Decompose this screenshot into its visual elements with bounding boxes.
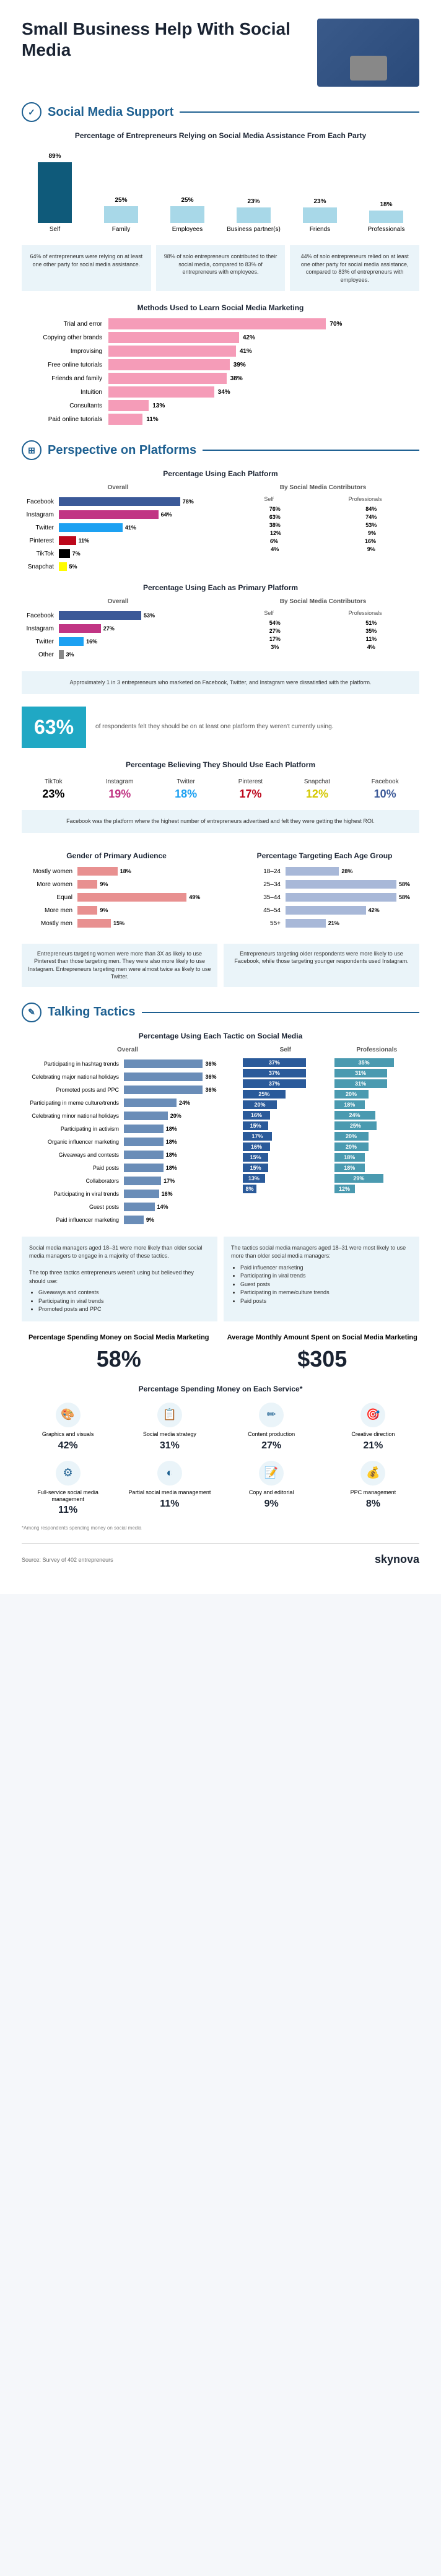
- hbar-row: Copying other brands 42%: [22, 332, 419, 343]
- service-item: 💰PPC management8%: [327, 1461, 419, 1516]
- hbar-row: Paid online tutorials 11%: [22, 414, 419, 425]
- info-box: 44% of solo entrepreneurs relied on at l…: [290, 245, 419, 291]
- service-item: ✏Content production27%: [225, 1403, 318, 1451]
- section-platforms: ⊞ Perspective on Platforms: [22, 440, 419, 460]
- pct-item: Facebook10%: [372, 778, 399, 801]
- service-item: 📋Social media strategy31%: [123, 1403, 216, 1451]
- avg-spend: Average Monthly Amount Spent on Social M…: [225, 1334, 420, 1372]
- check-icon: ✓: [22, 102, 41, 122]
- grid-icon: ⊞: [22, 440, 41, 460]
- vbar-col: 23% Business partner(s): [220, 198, 287, 233]
- service-item: ◐Partial social media management11%: [123, 1461, 216, 1516]
- vbar-chart: 89% Self 25% Family 25% Employees 23% Bu…: [22, 146, 419, 233]
- hbar-row: Improvising 41%: [22, 346, 419, 357]
- pct-item: Pinterest17%: [238, 778, 263, 801]
- pct-item: Instagram19%: [106, 778, 133, 801]
- hbar-row: Consultants 13%: [22, 400, 419, 411]
- pct-item: Twitter18%: [175, 778, 197, 801]
- service-item: 🎯Creative direction21%: [327, 1403, 419, 1451]
- section-tactics: ✎ Talking Tactics: [22, 1003, 419, 1022]
- vbar-col: 89% Self: [22, 153, 88, 233]
- service-item: 📝Copy and editorial9%: [225, 1461, 318, 1516]
- service-item: 🎨Graphics and visuals42%: [22, 1403, 114, 1451]
- footer-logo: skynova: [375, 1553, 419, 1566]
- vbar-col: 18% Professionals: [353, 201, 419, 233]
- service-item: ⚙Full-service social media management11%: [22, 1461, 114, 1516]
- big-pct: 63%: [22, 707, 86, 748]
- hbar-row: Intuition 34%: [22, 386, 419, 398]
- chart1-title: Percentage of Entrepreneurs Relying on S…: [22, 131, 419, 140]
- pct-item: TikTok23%: [42, 778, 64, 801]
- callout: Approximately 1 in 3 entrepreneurs who m…: [22, 671, 419, 694]
- pct-item: Snapchat12%: [304, 778, 330, 801]
- chart2-title: Methods Used to Learn Social Media Marke…: [22, 303, 419, 312]
- footer-source: Source: Survey of 402 entrepreneurs: [22, 1557, 113, 1563]
- vbar-col: 25% Employees: [154, 197, 220, 233]
- info-box: 64% of entrepreneurs were relying on at …: [22, 245, 151, 291]
- pencil-icon: ✎: [22, 1003, 41, 1022]
- main-title: Small Business Help With Social Media: [22, 19, 317, 60]
- vbar-col: 25% Family: [88, 197, 154, 233]
- vbar-col: 23% Friends: [287, 198, 353, 233]
- hero-image: [317, 19, 419, 87]
- info-box: 98% of solo entrepreneurs contributed to…: [156, 245, 286, 291]
- spend-pct: Percentage Spending Money on Social Medi…: [22, 1334, 216, 1372]
- hbar-row: Trial and error 70%: [22, 318, 419, 329]
- hbar-row: Free online tutorials 39%: [22, 359, 419, 370]
- hbar-row: Friends and family 38%: [22, 373, 419, 384]
- section-support: ✓ Social Media Support: [22, 102, 419, 122]
